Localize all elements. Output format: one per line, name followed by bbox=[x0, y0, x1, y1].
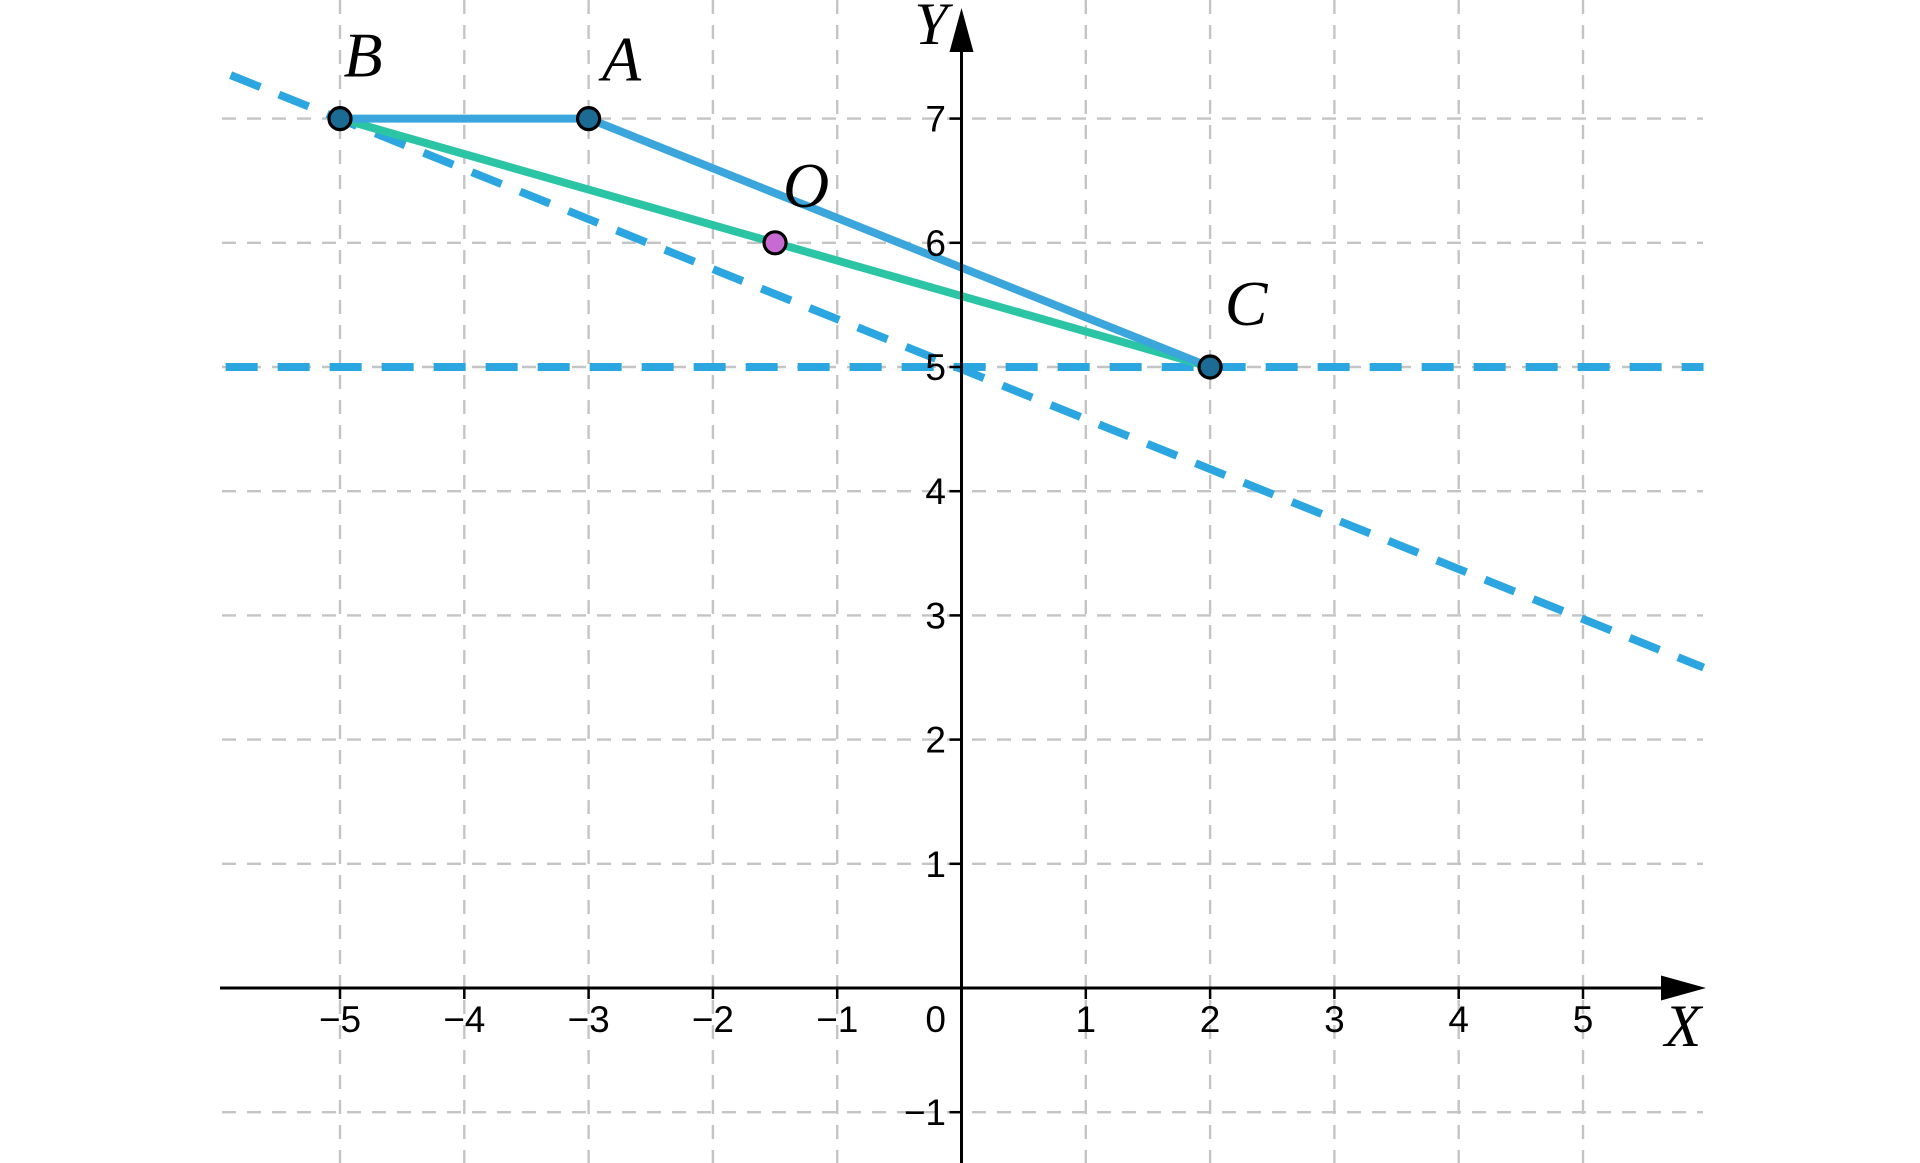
point-C[interactable] bbox=[1197, 354, 1223, 380]
dashed-diagonal-through-B bbox=[229, 71, 1706, 672]
point-B[interactable] bbox=[327, 105, 353, 132]
tick-label-x--2: −2 bbox=[692, 999, 734, 1040]
tick-label-y-4: 4 bbox=[925, 471, 946, 512]
tick-label-x--4: −4 bbox=[443, 999, 485, 1040]
y-axis-arrow bbox=[949, 8, 974, 52]
x-axis-label: X bbox=[1663, 993, 1704, 1059]
tick-label-x-2: 2 bbox=[1200, 999, 1221, 1040]
point-label-C: C bbox=[1225, 268, 1269, 339]
tick-label-x--5: −5 bbox=[319, 999, 361, 1040]
tick-label-y-6: 6 bbox=[925, 223, 946, 264]
tick-label-x-1: 1 bbox=[1076, 999, 1097, 1040]
point-label-B: B bbox=[343, 20, 382, 91]
tick-label-y-2: 2 bbox=[925, 720, 946, 761]
tick-label-y-5: 5 bbox=[925, 347, 946, 388]
point-label-O: O bbox=[783, 150, 829, 221]
tick-label-y-7: 7 bbox=[925, 99, 946, 140]
x-axis-arrow bbox=[1661, 975, 1706, 1001]
tick-label-y--1: −1 bbox=[904, 1092, 946, 1133]
tick-label-x--3: −3 bbox=[568, 999, 610, 1040]
tick-label-x-3: 3 bbox=[1324, 999, 1345, 1040]
point-label-A: A bbox=[598, 24, 642, 95]
tick-label-x--1: −1 bbox=[816, 999, 858, 1040]
point-O[interactable] bbox=[762, 230, 788, 256]
y-axis-label: Y bbox=[914, 0, 953, 57]
tick-label-x-4: 4 bbox=[1448, 999, 1469, 1040]
tick-label-y-3: 3 bbox=[925, 595, 946, 636]
origin-label: 0 bbox=[925, 999, 946, 1040]
tick-label-y-1: 1 bbox=[925, 844, 946, 885]
point-A[interactable] bbox=[575, 105, 602, 132]
tick-label-x-5: 5 bbox=[1573, 999, 1594, 1040]
segment-AC bbox=[584, 114, 1215, 371]
